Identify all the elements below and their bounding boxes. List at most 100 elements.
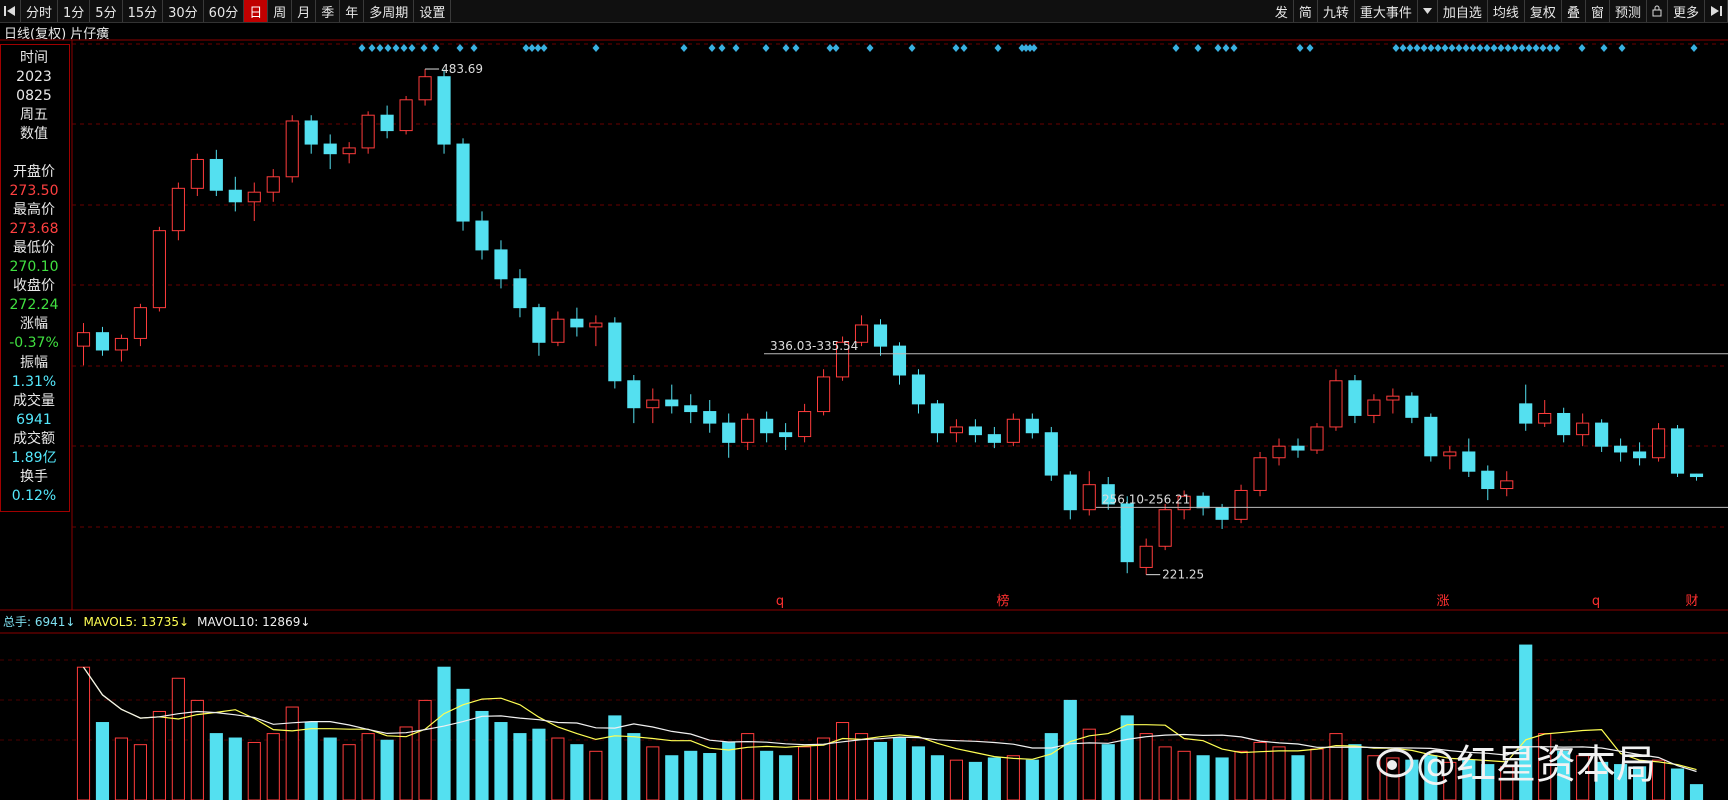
candle-body: [1291, 445, 1305, 451]
event-marker: [762, 44, 770, 52]
volume-bar: [665, 755, 679, 800]
volume-bar: [1082, 728, 1096, 800]
candle-body: [684, 405, 698, 413]
lock-button[interactable]: [1647, 0, 1668, 22]
info-text: 273.50: [9, 182, 59, 199]
toolbar-button[interactable]: 季: [316, 0, 341, 22]
info-text: 0825: [16, 88, 52, 105]
toolbar-button[interactable]: 30分: [163, 0, 204, 22]
event-marker: [1018, 44, 1026, 52]
volume-bar: [437, 666, 451, 800]
candle-body: [1063, 474, 1077, 511]
volume-bar: [285, 706, 299, 800]
event-marker: [792, 44, 800, 52]
candle-body: [817, 376, 831, 413]
candle-body: [551, 318, 565, 343]
candle-body: [228, 189, 242, 203]
info-text: 最低价: [13, 239, 55, 256]
toolbar-button[interactable]: 均线: [1488, 0, 1525, 22]
volume-bar: [722, 741, 736, 800]
toolbar-button[interactable]: 月: [292, 0, 317, 22]
volume-bar: [1196, 755, 1210, 800]
dropdown-button[interactable]: [1418, 0, 1438, 22]
volume-bar: [342, 744, 356, 800]
toolbar-button[interactable]: 15分: [123, 0, 164, 22]
volume-bar: [741, 733, 755, 800]
volume-bar: [1310, 748, 1324, 800]
info-text: 开盘价: [13, 163, 55, 180]
event-marker: [522, 44, 530, 52]
volume-bar: [892, 737, 907, 800]
candle-body: [1424, 416, 1438, 457]
toolbar-button[interactable]: 九转: [1318, 0, 1355, 22]
legend-item: MAVOL5: 13735↓: [83, 615, 189, 629]
candle-body: [209, 158, 223, 191]
event-marker: [534, 44, 542, 52]
toolbar-button[interactable]: 设置: [414, 0, 452, 22]
toolbar-button[interactable]: 窗: [1586, 0, 1610, 22]
candle-body: [798, 411, 812, 438]
event-marker: [376, 44, 384, 52]
volume-bar: [1234, 750, 1248, 800]
toolbar-button[interactable]: 简: [1294, 0, 1318, 22]
candle-body: [968, 426, 982, 436]
toolbar-button[interactable]: 重大事件: [1355, 0, 1418, 22]
toolbar-button[interactable]: 5分: [90, 0, 123, 22]
candle-body: [760, 418, 774, 434]
high-label: 483.69: [441, 62, 483, 76]
toolbar-button[interactable]: 更多: [1668, 0, 1705, 22]
toolbar-button[interactable]: 60分: [204, 0, 245, 22]
volume-bar: [1329, 733, 1343, 800]
info-text: 1.31%: [11, 373, 57, 390]
event-marker: [1441, 44, 1449, 52]
event-marker: [392, 44, 400, 52]
event-marker: [1690, 44, 1698, 52]
collapse-button[interactable]: [0, 0, 21, 22]
event-marker: [1230, 44, 1238, 52]
event-marker: [832, 44, 840, 52]
event-marker: [1030, 44, 1038, 52]
price-line-label: 256.10-256.21: [1102, 492, 1190, 506]
event-marker: [1026, 44, 1034, 52]
event-marker: [1483, 44, 1491, 52]
candle-body: [247, 191, 261, 203]
event-marker: [866, 44, 874, 52]
candle-body: [1576, 422, 1590, 436]
toolbar-button[interactable]: 加自选: [1438, 0, 1488, 22]
candle-body: [1025, 418, 1039, 434]
toolbar-button[interactable]: 周: [268, 0, 293, 22]
candle-body: [1234, 489, 1248, 520]
toolbar-button[interactable]: 1分: [58, 0, 91, 22]
toolbar-right: 发简九转 重大事件 加自选 均线 复权叠窗预测 更多: [1270, 0, 1728, 22]
volume-bar: [798, 746, 812, 800]
event-marker: [680, 44, 688, 52]
toolbar-button[interactable]: 复权: [1525, 0, 1562, 22]
volume-bar: [114, 737, 129, 800]
toolbar-button[interactable]: 预测: [1610, 0, 1647, 22]
candle-body: [608, 322, 622, 382]
toolbar-button[interactable]: 分时: [21, 0, 59, 22]
volume-bar: [152, 710, 166, 800]
event-marker: [1194, 44, 1202, 52]
candle-body: [399, 99, 413, 132]
toolbar-button[interactable]: 发: [1270, 0, 1294, 22]
event-marker: [1618, 44, 1626, 52]
candle-body: [1462, 451, 1476, 472]
event-marker: [1518, 44, 1526, 52]
candle-body: [1329, 380, 1343, 428]
toolbar-button[interactable]: 多周期: [364, 0, 415, 22]
candle-body: [1633, 451, 1647, 459]
toolbar-left: 分时 1分 5分 15分 30分 60分日周月季年多周期 设置: [0, 0, 452, 22]
toolbar-button[interactable]: 年: [340, 0, 365, 22]
toolbar-button[interactable]: 日: [244, 0, 269, 22]
event-marker: [908, 44, 916, 52]
volume-bar: [854, 733, 869, 800]
collapse-icon: [4, 6, 15, 16]
candle-body: [1367, 399, 1381, 416]
volume-legend: 总手: 6941↓ MAVOL5: 13735↓ MAVOL10: 12869↓: [3, 615, 310, 629]
event-marker: [1399, 44, 1407, 52]
volume-bar: [513, 733, 527, 800]
info-text: 272.24: [9, 297, 59, 314]
toolbar-button[interactable]: 叠: [1562, 0, 1586, 22]
